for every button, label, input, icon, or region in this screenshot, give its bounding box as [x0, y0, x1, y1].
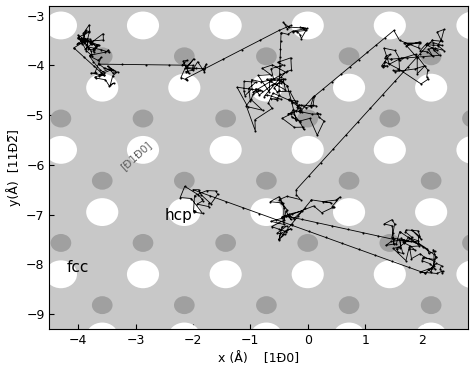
Circle shape — [339, 296, 359, 314]
Text: hcp: hcp — [164, 207, 192, 223]
Circle shape — [92, 172, 113, 190]
Circle shape — [86, 322, 118, 351]
Circle shape — [292, 12, 324, 39]
Circle shape — [127, 260, 159, 288]
Circle shape — [421, 172, 441, 190]
Circle shape — [127, 12, 159, 39]
Circle shape — [86, 74, 118, 102]
Circle shape — [45, 12, 77, 39]
Circle shape — [210, 260, 242, 288]
Circle shape — [339, 172, 359, 190]
Circle shape — [215, 109, 236, 128]
Text: [Đ1Đ0]: [Đ1Đ0] — [118, 139, 153, 172]
Circle shape — [45, 136, 77, 164]
Circle shape — [380, 234, 400, 252]
Circle shape — [374, 260, 406, 288]
Circle shape — [86, 198, 118, 226]
Circle shape — [210, 136, 242, 164]
Circle shape — [92, 296, 113, 314]
Circle shape — [256, 47, 277, 65]
Circle shape — [168, 322, 201, 351]
Circle shape — [462, 234, 474, 252]
Circle shape — [415, 322, 447, 351]
Circle shape — [256, 296, 277, 314]
X-axis label: x (Å)    [1Đ0]: x (Å) [1Đ0] — [219, 352, 300, 365]
Circle shape — [250, 74, 283, 102]
Circle shape — [168, 198, 201, 226]
Circle shape — [456, 136, 474, 164]
Circle shape — [297, 109, 318, 128]
Circle shape — [374, 136, 406, 164]
Circle shape — [250, 198, 283, 226]
Circle shape — [456, 12, 474, 39]
Circle shape — [174, 172, 195, 190]
Circle shape — [133, 109, 153, 128]
Circle shape — [415, 74, 447, 102]
Circle shape — [292, 136, 324, 164]
Circle shape — [256, 172, 277, 190]
Circle shape — [333, 198, 365, 226]
Circle shape — [45, 260, 77, 288]
Circle shape — [51, 109, 71, 128]
Circle shape — [174, 296, 195, 314]
Circle shape — [210, 12, 242, 39]
Circle shape — [92, 47, 113, 65]
Circle shape — [333, 322, 365, 351]
Circle shape — [333, 74, 365, 102]
Circle shape — [456, 260, 474, 288]
Circle shape — [250, 322, 283, 351]
Circle shape — [421, 296, 441, 314]
Circle shape — [297, 234, 318, 252]
Circle shape — [127, 136, 159, 164]
Circle shape — [215, 234, 236, 252]
Circle shape — [174, 47, 195, 65]
Circle shape — [51, 234, 71, 252]
Circle shape — [168, 74, 201, 102]
Text: fcc: fcc — [67, 260, 89, 275]
Circle shape — [133, 234, 153, 252]
Circle shape — [339, 47, 359, 65]
Circle shape — [380, 109, 400, 128]
Circle shape — [462, 109, 474, 128]
Circle shape — [374, 12, 406, 39]
Y-axis label: y(Å)  [11Đ2̅]: y(Å) [11Đ2̅] — [6, 129, 20, 206]
Circle shape — [415, 198, 447, 226]
Circle shape — [421, 47, 441, 65]
Circle shape — [292, 260, 324, 288]
